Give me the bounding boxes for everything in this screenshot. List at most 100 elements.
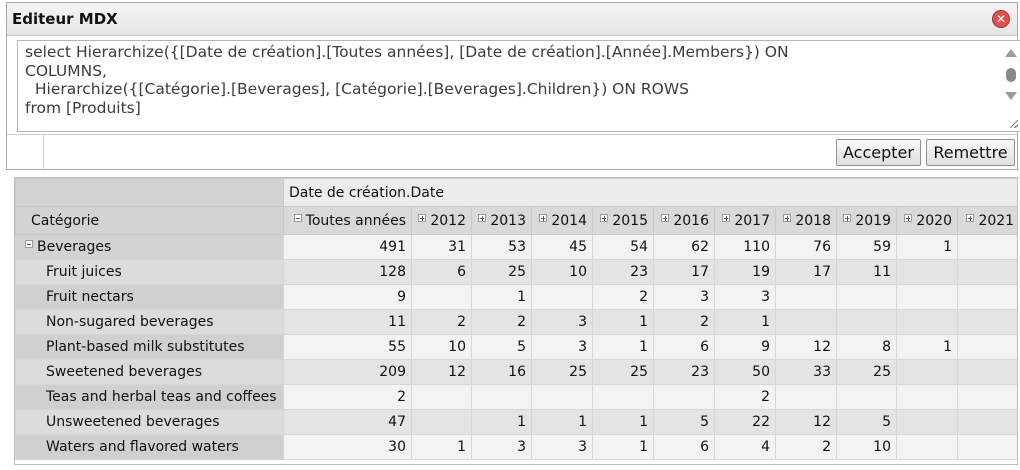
expand-icon[interactable] — [418, 213, 427, 222]
mdx-query-textarea[interactable]: select Hierarchize({[Date de création].[… — [17, 40, 1020, 132]
row-header[interactable]: Non-sugared beverages — [15, 309, 284, 335]
table-cell — [896, 284, 958, 310]
column-header-2017[interactable]: 2017 — [714, 206, 776, 235]
expand-icon[interactable] — [843, 213, 852, 222]
column-header-2016[interactable]: 2016 — [653, 206, 715, 235]
expand-icon[interactable] — [722, 213, 731, 222]
row-handle — [7, 135, 44, 171]
expand-icon[interactable] — [661, 213, 670, 222]
table-cell: 10 — [411, 334, 472, 360]
collapse-icon[interactable] — [25, 240, 33, 248]
scroll-thumb[interactable] — [1006, 68, 1016, 82]
row-header[interactable]: Unsweetened beverages — [15, 409, 284, 435]
table-row: Teas and herbal teas and coffees 2 2 — [15, 384, 1017, 410]
column-header-label: 2017 — [734, 212, 770, 229]
column-header-row: Catégorie Toutes années 2012 2013 2014 2015 20… — [15, 206, 1017, 235]
column-header-all-years[interactable]: Toutes années — [283, 206, 412, 235]
row-header[interactable]: Beverages — [15, 234, 284, 260]
column-header-2019[interactable]: 2019 — [836, 206, 897, 235]
column-header-2021[interactable]: 2021 — [956, 206, 1017, 235]
resize-grip-icon[interactable] — [1010, 120, 1018, 128]
scroll-down-icon[interactable] — [1005, 92, 1017, 100]
table-cell: 3 — [653, 284, 715, 310]
table-cell: 2 — [714, 384, 776, 410]
scroll-up-icon[interactable] — [1005, 49, 1017, 57]
row-header[interactable]: Sweetened beverages — [15, 359, 284, 385]
collapse-icon[interactable] — [293, 213, 302, 222]
table-cell: 53 — [471, 234, 532, 260]
table-cell: 1 — [592, 309, 654, 335]
column-header-label: Toutes années — [305, 212, 406, 229]
row-header-label: Fruit nectars — [46, 289, 134, 305]
table-row: Plant-based milk substitutes 55 10 5 3 1 6 9 12 8… — [15, 334, 1017, 360]
row-header[interactable]: Fruit nectars — [15, 284, 284, 310]
column-header-label: 2019 — [855, 212, 891, 229]
table-cell — [836, 384, 897, 410]
table-cell: 2 — [592, 284, 654, 310]
table-row: Waters and flavored waters 30 1 3 3 1 6 4 2 10 — [15, 434, 1017, 460]
query-scrollbar[interactable] — [1002, 42, 1020, 130]
table-cell: 6 — [653, 434, 715, 460]
close-icon[interactable]: ✕ — [992, 10, 1010, 28]
table-cell — [775, 384, 837, 410]
row-header-label: Fruit juices — [46, 264, 122, 280]
column-header-2015[interactable]: 2015 — [592, 206, 654, 235]
column-header-2020[interactable]: 2020 — [896, 206, 958, 235]
column-dimension-row: Date de création.Date — [15, 178, 1017, 207]
table-row: Non-sugared beverages 11 2 2 3 1 2 1 — [15, 309, 1017, 335]
table-cell — [836, 284, 897, 310]
table-cell: 19 — [714, 259, 776, 285]
table-cell: 1 — [896, 334, 958, 360]
table-cell: 10 — [531, 259, 593, 285]
row-header[interactable]: Fruit juices — [15, 259, 284, 285]
mdx-query-text[interactable]: select Hierarchize({[Date de création].[… — [25, 43, 789, 117]
column-header-2018[interactable]: 2018 — [775, 206, 837, 235]
table-cell: 54 — [592, 234, 654, 260]
column-header-2014[interactable]: 2014 — [531, 206, 593, 235]
table-cell — [956, 384, 1017, 410]
table-cell: 3 — [531, 309, 593, 335]
table-cell: 30 — [283, 434, 412, 460]
row-header[interactable]: Plant-based milk substitutes — [15, 334, 284, 360]
column-header-label: 2012 — [430, 212, 466, 229]
reset-button[interactable]: Remettre — [926, 139, 1015, 166]
table-cell: 11 — [836, 259, 897, 285]
pivot-table: Date de création.Date Catégorie Toutes ann… — [14, 177, 1018, 465]
column-dimension-label: Date de création.Date — [282, 178, 1017, 207]
table-cell — [531, 284, 593, 310]
column-header-label: 2016 — [673, 212, 709, 229]
table-cell: 110 — [714, 234, 776, 260]
corner-cell — [15, 178, 284, 207]
expand-icon[interactable] — [783, 213, 792, 222]
table-cell: 1 — [411, 434, 472, 460]
table-row: Unsweetened beverages 47 1 1 1 5 22 12 5 — [15, 409, 1017, 435]
column-header-label: 2020 — [916, 212, 952, 229]
table-cell: 22 — [714, 409, 776, 435]
table-cell: 2 — [411, 309, 472, 335]
editor-action-row: Accepter Remettre — [7, 134, 1017, 171]
row-header[interactable]: Waters and flavored waters — [15, 434, 284, 460]
row-header-label: Plant-based milk substitutes — [46, 339, 245, 355]
table-cell: 1 — [592, 434, 654, 460]
row-dimension-label: Catégorie — [15, 206, 284, 235]
table-cell — [896, 409, 958, 435]
table-cell — [956, 409, 1017, 435]
table-cell: 23 — [592, 259, 654, 285]
row-header-label: Unsweetened beverages — [46, 414, 220, 430]
editor-titlebar: Editeur MDX ✕ — [7, 3, 1017, 36]
expand-icon[interactable] — [904, 213, 913, 222]
table-cell: 25 — [592, 359, 654, 385]
table-cell — [956, 309, 1017, 335]
table-cell: 3 — [714, 284, 776, 310]
expand-icon[interactable] — [966, 213, 975, 222]
table-cell — [956, 359, 1017, 385]
column-header-2012[interactable]: 2012 — [411, 206, 472, 235]
expand-icon[interactable] — [478, 213, 487, 222]
expand-icon[interactable] — [600, 213, 609, 222]
row-header-label: Sweetened beverages — [46, 364, 203, 380]
row-header[interactable]: Teas and herbal teas and coffees — [15, 384, 284, 410]
accept-button[interactable]: Accepter — [836, 139, 921, 166]
expand-icon[interactable] — [539, 213, 548, 222]
table-cell: 16 — [471, 359, 532, 385]
column-header-2013[interactable]: 2013 — [471, 206, 532, 235]
